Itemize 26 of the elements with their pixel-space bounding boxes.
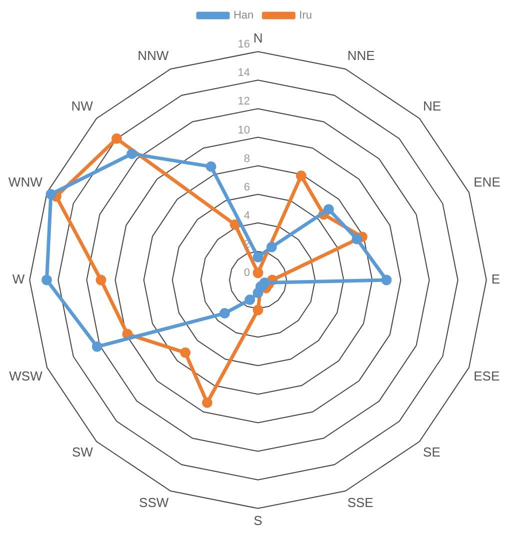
y-tick-label: 10 [238, 124, 250, 136]
legend-label: Han [233, 10, 254, 22]
y-tick-label: 4 [244, 210, 250, 222]
spoke-label: ENE [474, 174, 501, 190]
spoke-label: NW [71, 98, 94, 114]
spoke-label: SSE [347, 495, 374, 510]
spoke-label: S [254, 512, 263, 528]
spoke-label: SW [72, 444, 94, 460]
spoke-label: SSW [139, 495, 170, 510]
y-tick-label: 8 [244, 152, 250, 165]
y-tick-label: 14 [238, 67, 250, 80]
spoke-label: E [491, 272, 500, 287]
y-tick-label: 0 [244, 267, 250, 280]
y-tick-label: 12 [238, 96, 250, 108]
legend-label: Iru [299, 10, 312, 22]
spoke-label: N [253, 30, 263, 46]
spoke-label: WNW [8, 174, 44, 190]
spoke-label: W [12, 272, 26, 287]
spoke-label: NE [423, 98, 442, 114]
spoke-label: WSW [9, 368, 44, 384]
y-tick-label: 16 [238, 38, 250, 51]
y-tick-label: 6 [244, 181, 250, 194]
spoke-label: NNE [347, 48, 376, 64]
spoke-label: ESE [474, 368, 500, 384]
spoke-label: SE [423, 444, 441, 460]
spoke-label: NNW [138, 48, 170, 64]
